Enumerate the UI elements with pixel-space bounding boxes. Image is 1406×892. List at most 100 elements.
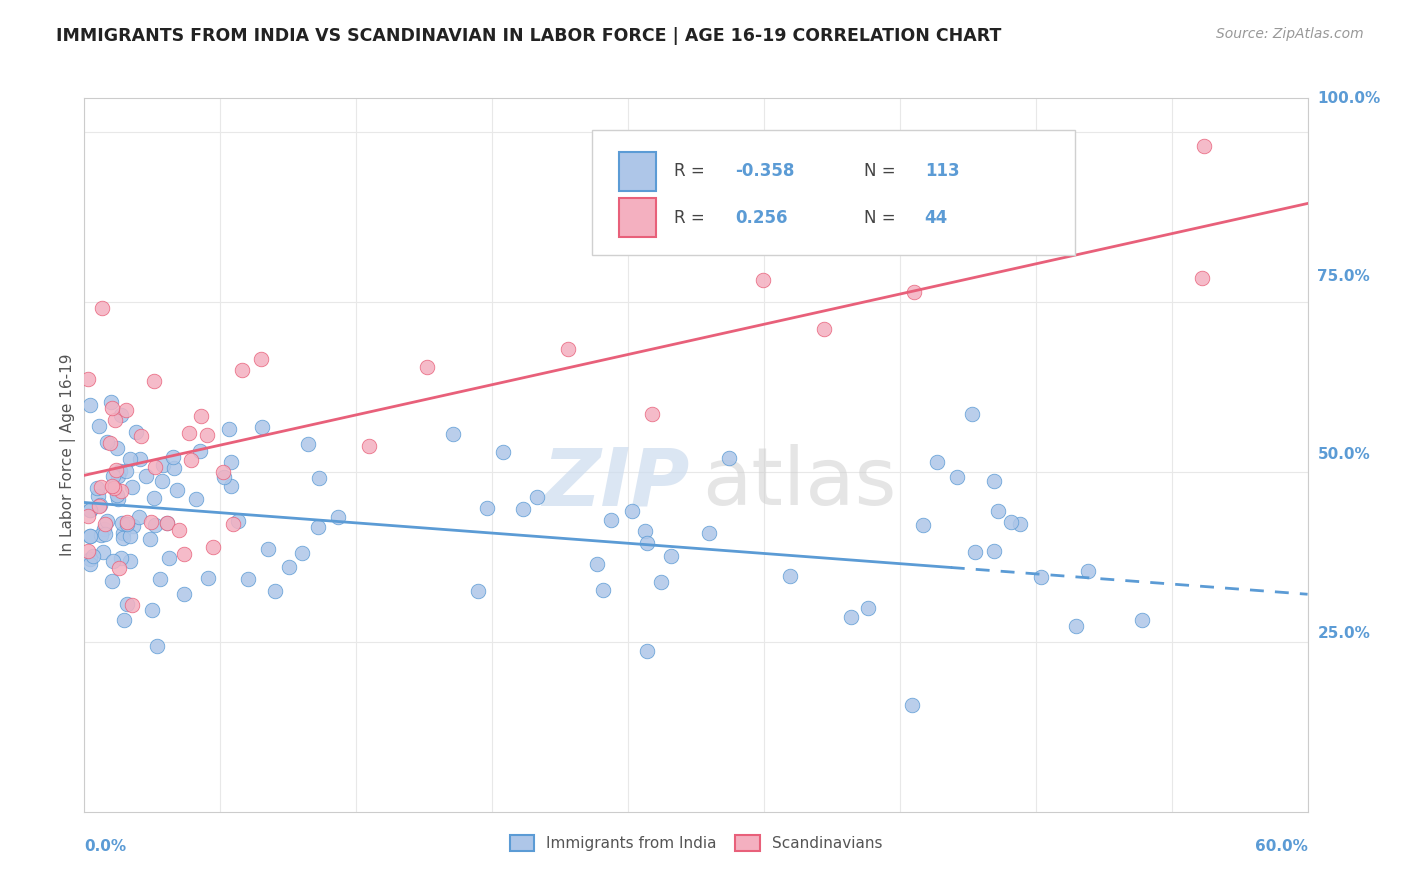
Text: 75.0%: 75.0% xyxy=(1317,269,1369,284)
Text: R =: R = xyxy=(673,209,710,227)
Point xyxy=(297,437,319,451)
Point xyxy=(250,351,273,366)
Point xyxy=(82,549,104,563)
Point xyxy=(100,394,122,409)
Point xyxy=(101,469,124,483)
Point xyxy=(111,531,134,545)
Text: N =: N = xyxy=(863,209,900,227)
Point xyxy=(586,558,609,572)
Point xyxy=(115,517,138,532)
Point xyxy=(112,525,135,540)
Point xyxy=(167,523,190,537)
Point xyxy=(166,483,188,498)
Text: 113: 113 xyxy=(925,162,959,180)
Point xyxy=(115,402,138,417)
Text: Source: ZipAtlas.com: Source: ZipAtlas.com xyxy=(1216,27,1364,41)
Text: 44: 44 xyxy=(925,209,948,227)
Text: atlas: atlas xyxy=(702,444,897,523)
Point xyxy=(114,464,136,478)
Point xyxy=(110,483,132,498)
Point xyxy=(1066,619,1088,633)
Point xyxy=(143,518,166,533)
Point xyxy=(111,516,134,530)
Point xyxy=(90,480,112,494)
FancyBboxPatch shape xyxy=(592,130,1076,255)
Point xyxy=(125,425,148,439)
Point xyxy=(115,515,138,529)
Point xyxy=(77,543,100,558)
Point xyxy=(122,518,145,533)
Y-axis label: In Labor Force | Age 16-19: In Labor Force | Age 16-19 xyxy=(60,353,76,557)
Point xyxy=(108,561,131,575)
Point xyxy=(526,490,548,504)
Point xyxy=(101,574,124,588)
Point xyxy=(911,518,934,533)
Point xyxy=(142,374,165,388)
Point xyxy=(150,475,173,489)
Point xyxy=(1008,517,1031,532)
Text: IMMIGRANTS FROM INDIA VS SCANDINAVIAN IN LABOR FORCE | AGE 16-19 CORRELATION CHA: IMMIGRANTS FROM INDIA VS SCANDINAVIAN IN… xyxy=(56,27,1001,45)
Point xyxy=(105,487,128,501)
Point xyxy=(592,583,614,598)
Point xyxy=(201,541,224,555)
Point xyxy=(86,481,108,495)
Point xyxy=(87,419,110,434)
Point xyxy=(103,480,125,494)
Text: 25.0%: 25.0% xyxy=(1317,626,1371,640)
Point xyxy=(96,514,118,528)
Point xyxy=(492,445,515,459)
Text: R =: R = xyxy=(673,162,710,180)
Point xyxy=(326,510,349,524)
Point xyxy=(135,468,157,483)
Point xyxy=(180,453,202,467)
Point xyxy=(226,514,249,528)
Point xyxy=(146,639,169,653)
Point xyxy=(963,545,986,559)
Point xyxy=(121,598,143,612)
Point xyxy=(118,554,141,568)
Point xyxy=(1028,212,1050,227)
Point xyxy=(659,549,682,563)
Point xyxy=(636,535,658,549)
Point xyxy=(779,569,801,583)
Point xyxy=(599,513,621,527)
Point xyxy=(89,498,111,512)
Point xyxy=(256,541,278,556)
Text: ZIP: ZIP xyxy=(543,444,690,523)
Point xyxy=(1194,138,1216,153)
Point xyxy=(218,422,240,436)
Point xyxy=(105,462,128,476)
Point xyxy=(149,573,172,587)
Point xyxy=(697,525,720,540)
Point xyxy=(357,439,380,453)
Point xyxy=(900,698,922,712)
Point xyxy=(129,451,152,466)
Point xyxy=(263,584,285,599)
Point xyxy=(110,408,132,422)
Point xyxy=(87,489,110,503)
Point xyxy=(129,429,152,443)
Point xyxy=(717,450,740,465)
Point xyxy=(108,464,131,478)
Point xyxy=(927,455,949,469)
Point xyxy=(128,510,150,524)
Point xyxy=(79,503,101,517)
Point xyxy=(89,500,111,514)
Point xyxy=(94,527,117,541)
Point xyxy=(211,465,233,479)
Point xyxy=(121,480,143,494)
Point xyxy=(79,529,101,543)
Point xyxy=(751,273,773,287)
Point xyxy=(101,401,124,415)
Point xyxy=(93,523,115,537)
Point xyxy=(219,478,242,492)
Text: 60.0%: 60.0% xyxy=(1254,838,1308,854)
Point xyxy=(79,503,101,517)
Point xyxy=(650,574,672,589)
Point xyxy=(291,545,314,559)
Point xyxy=(983,474,1005,488)
Point xyxy=(856,601,879,615)
Bar xyxy=(619,198,655,237)
Point xyxy=(221,516,243,531)
Point xyxy=(96,435,118,450)
